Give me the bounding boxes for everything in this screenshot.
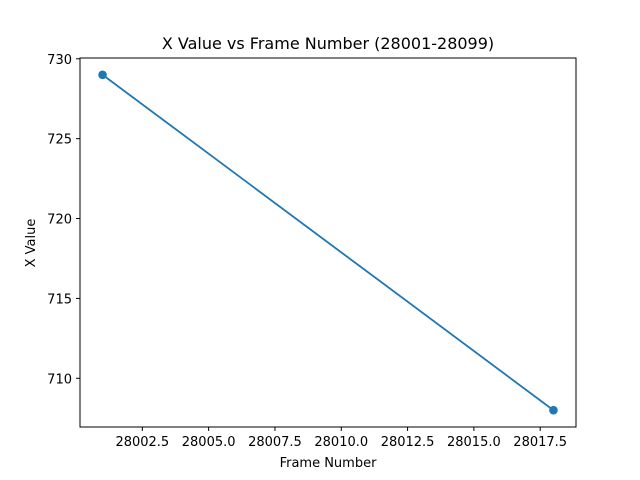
y-tick-label: 725 bbox=[47, 133, 72, 148]
x-tick-label: 28015.0 bbox=[447, 435, 501, 450]
plot-area: 28002.5 28005.0 28007.5 28010.0 28012.5 28015… bbox=[47, 53, 577, 450]
series-line bbox=[102, 74, 554, 411]
x-tick-label: 28005.0 bbox=[182, 435, 236, 450]
data-point bbox=[98, 70, 107, 80]
x-tick-label: 28002.5 bbox=[115, 435, 169, 450]
y-tick-label: 710 bbox=[47, 372, 72, 387]
y-tick-label: 720 bbox=[47, 213, 72, 228]
x-tick-label: 28017.5 bbox=[513, 435, 567, 450]
chart-title: X Value vs Frame Number (28001-28099) bbox=[162, 34, 494, 53]
plot-frame bbox=[79, 57, 577, 428]
x-tick-label: 28007.5 bbox=[248, 435, 302, 450]
y-tick-label: 730 bbox=[47, 53, 72, 68]
x-axis-label: Frame Number bbox=[280, 456, 378, 471]
x-tick-label: 28012.5 bbox=[381, 435, 435, 450]
y-tick-label: 715 bbox=[47, 292, 72, 307]
y-axis-label: X Value bbox=[24, 219, 39, 268]
data-point bbox=[549, 405, 558, 415]
x-tick-label: 28010.0 bbox=[314, 435, 368, 450]
